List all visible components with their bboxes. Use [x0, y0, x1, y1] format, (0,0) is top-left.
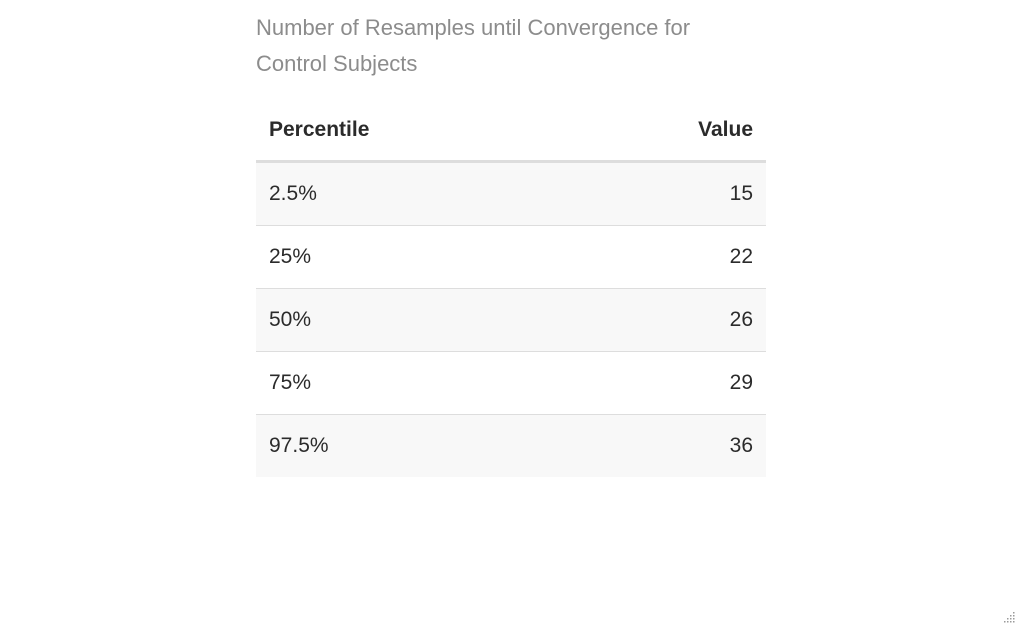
- table-header-row: Percentile Value: [256, 100, 766, 163]
- cell-percentile: 75%: [256, 351, 567, 415]
- table-row: 75% 29: [256, 351, 766, 415]
- cell-value: 22: [566, 225, 766, 289]
- resize-grip-icon[interactable]: [1001, 610, 1015, 624]
- cell-value: 36: [566, 414, 766, 477]
- table-row: 97.5% 36: [256, 414, 766, 477]
- cell-percentile: 50%: [256, 288, 567, 352]
- column-header-percentile: Percentile: [256, 100, 567, 163]
- table-row: 2.5% 15: [256, 161, 766, 226]
- cell-percentile: 25%: [256, 225, 567, 289]
- column-header-value: Value: [566, 100, 766, 163]
- percentile-table: Percentile Value 2.5% 15 25% 22 50% 26 7…: [256, 100, 766, 477]
- cell-value: 29: [566, 351, 766, 415]
- table-row: 50% 26: [256, 288, 766, 352]
- cell-value: 15: [566, 161, 766, 226]
- table-caption: Number of Resamples until Convergence fo…: [256, 15, 691, 76]
- results-table-container: Number of Resamples until Convergence fo…: [256, 10, 766, 477]
- cell-percentile: 97.5%: [256, 414, 567, 477]
- cell-value: 26: [566, 288, 766, 352]
- cell-percentile: 2.5%: [256, 161, 567, 226]
- table-row: 25% 22: [256, 225, 766, 289]
